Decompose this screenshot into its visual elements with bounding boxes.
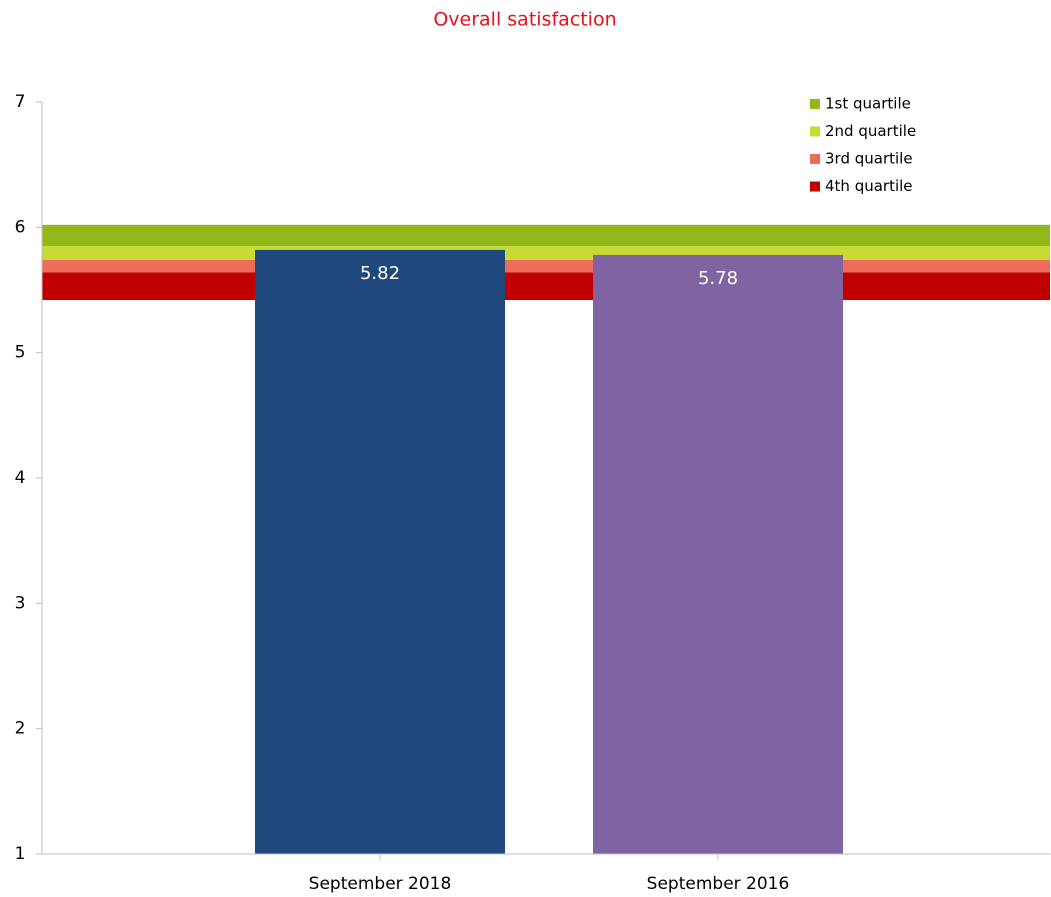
quartile-band xyxy=(42,246,1050,260)
legend-swatch xyxy=(810,126,820,137)
legend-label: 2nd quartile xyxy=(825,122,916,140)
quartile-band xyxy=(42,272,1050,301)
value-label: 5.78 xyxy=(698,268,738,289)
x-tick-label: September 2018 xyxy=(309,874,452,894)
quartile-band xyxy=(42,259,1050,273)
bar xyxy=(255,249,505,855)
y-tick-label: 5 xyxy=(15,343,26,363)
legend-label: 3rd quartile xyxy=(825,150,913,168)
y-tick-label: 2 xyxy=(15,719,26,739)
value-label: 5.82 xyxy=(360,263,400,284)
legend-swatch xyxy=(810,181,820,192)
y-tick-label: 1 xyxy=(15,844,26,864)
legend-swatch xyxy=(810,154,820,164)
y-tick-label: 6 xyxy=(15,217,26,237)
legend-label: 4th quartile xyxy=(825,177,913,195)
chart-title: Overall satisfaction xyxy=(433,9,616,31)
y-tick-label: 4 xyxy=(15,468,26,488)
legend-label: 1st quartile xyxy=(825,95,911,113)
x-tick-label: September 2016 xyxy=(647,874,790,894)
quartile-band xyxy=(42,224,1050,247)
y-tick-label: 3 xyxy=(15,593,26,613)
bar xyxy=(593,254,843,854)
legend-swatch xyxy=(810,99,820,109)
y-tick-label: 7 xyxy=(15,92,26,112)
